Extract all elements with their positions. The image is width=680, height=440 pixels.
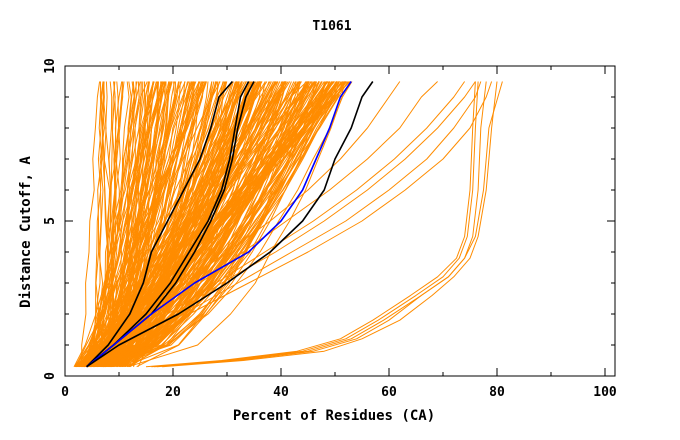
highlight-line	[86, 81, 352, 368]
model-line	[90, 81, 104, 367]
model-line	[81, 81, 226, 368]
model-line	[98, 81, 150, 367]
x-tick-label: 20	[165, 385, 181, 400]
y-tick-label: 10	[43, 58, 58, 74]
model-line	[145, 81, 476, 368]
x-tick-label: 40	[273, 385, 289, 400]
plot-frame	[64, 65, 616, 377]
model-line	[97, 81, 171, 367]
x-axis-label: Percent of Residues (CA)	[233, 408, 435, 424]
model-line	[91, 81, 349, 368]
model-line	[98, 81, 125, 367]
model-line	[77, 81, 190, 367]
model-line	[88, 81, 320, 368]
highlight-line	[86, 81, 374, 368]
model-line	[104, 81, 146, 367]
model-line	[119, 81, 140, 367]
y-tick-label: 0	[43, 372, 58, 380]
model-line	[88, 81, 292, 368]
highlight-line	[86, 81, 250, 368]
model-line	[74, 81, 207, 367]
model-line	[95, 81, 237, 367]
model-line	[151, 81, 479, 368]
model-line	[76, 81, 209, 368]
model-line	[80, 81, 159, 367]
plot-area	[73, 80, 503, 368]
model-line	[154, 81, 503, 368]
model-line	[124, 81, 301, 368]
model-line	[97, 81, 466, 368]
model-line	[97, 81, 438, 368]
model-line	[108, 81, 175, 367]
model-line	[162, 81, 498, 368]
model-line	[84, 81, 155, 367]
model-line	[84, 81, 262, 368]
x-tick-label: 80	[489, 385, 505, 400]
model-line	[81, 81, 101, 367]
x-tick-label: 0	[61, 385, 69, 400]
x-tick-label: 100	[593, 385, 617, 400]
model-line	[77, 81, 143, 368]
model-line	[104, 81, 335, 368]
model-line	[111, 81, 285, 367]
model-line	[121, 81, 287, 368]
model-line	[104, 81, 327, 368]
model-line	[88, 81, 262, 368]
highlight-line	[86, 80, 234, 368]
x-tick-label: 60	[381, 385, 397, 400]
model-line	[92, 81, 159, 367]
y-tick-label: 5	[43, 217, 58, 225]
model-line	[102, 81, 493, 368]
y-axis-label: Distance Cutoff, A	[18, 156, 34, 308]
model-line	[102, 81, 482, 368]
model-line	[95, 81, 200, 368]
model-line	[128, 81, 345, 368]
chart-title: T1061	[312, 19, 351, 34]
model-line	[84, 81, 310, 368]
model-line	[89, 81, 183, 367]
model-line	[83, 81, 225, 368]
